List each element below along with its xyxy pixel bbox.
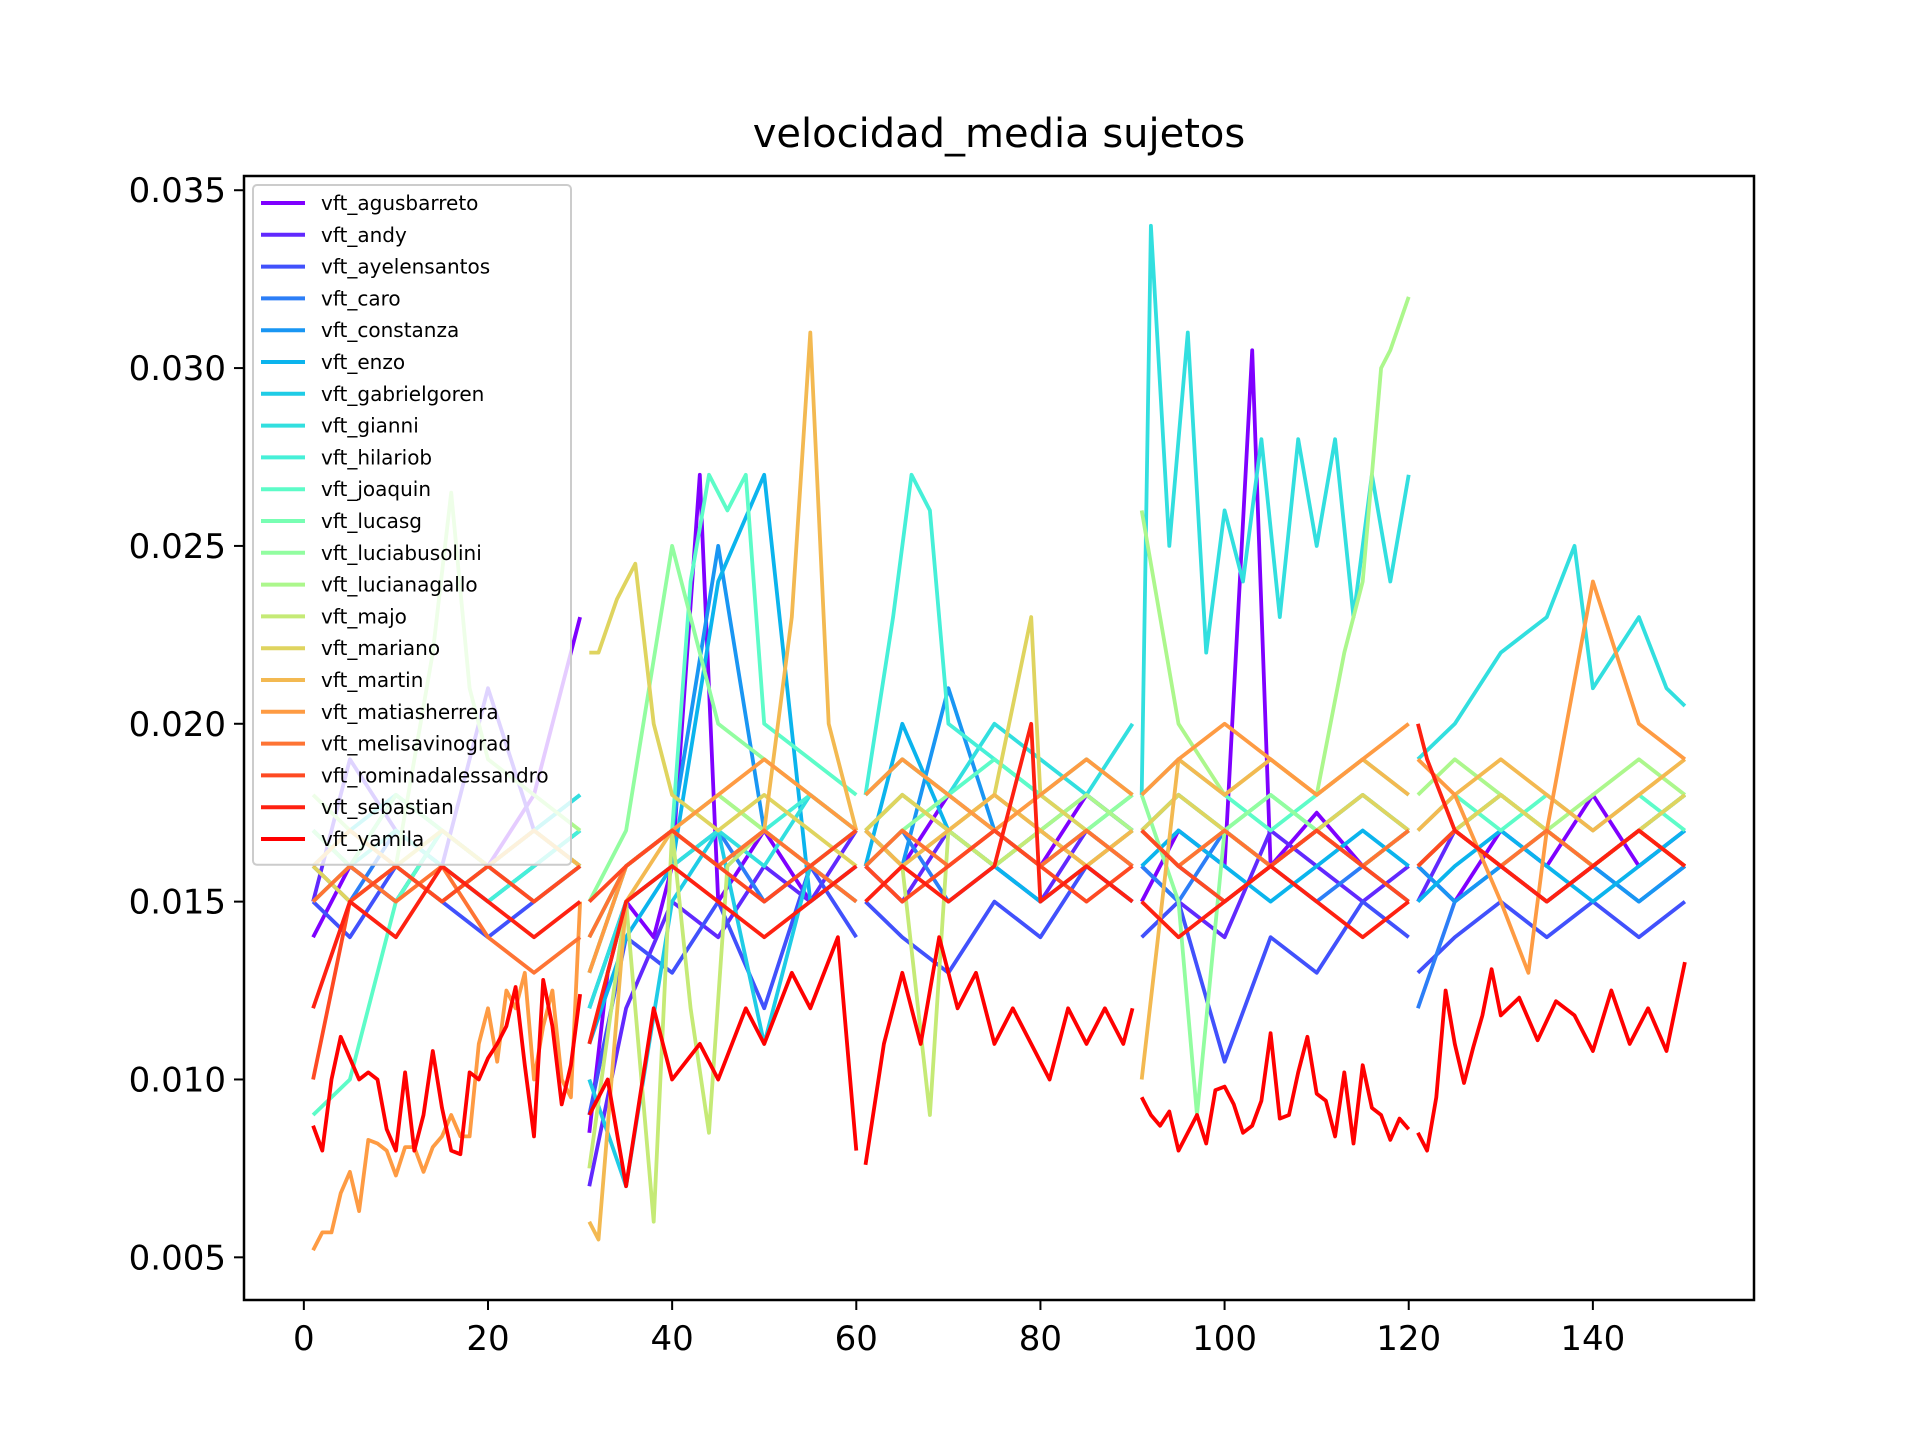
series-line-vft_mariano-seg3 — [1140, 793, 1410, 868]
x-tick-label: 20 — [466, 1319, 509, 1359]
series-line-vft_ayelensantos-seg0 — [311, 864, 582, 940]
legend-label: vft_constanza — [321, 318, 459, 342]
y-tick-label: 0.035 — [129, 171, 226, 211]
series-line-vft_yamila-seg1 — [587, 935, 859, 1189]
plot-frame — [242, 174, 1756, 1302]
legend-label: vft_rominadalessandro — [321, 763, 549, 787]
series-line-vft_constanza-seg3 — [1140, 828, 1410, 904]
series-line-vft_gabrielgoren-seg1 — [587, 828, 858, 1189]
series-line-vft_gianni-seg4 — [1416, 544, 1687, 761]
series-line-vft_sebastian-seg2 — [864, 721, 1134, 904]
x-tick-label: 140 — [1560, 1319, 1625, 1359]
series-line-vft_enzo-seg3 — [1140, 828, 1410, 904]
series-line-vft_caro-seg3 — [1140, 828, 1410, 904]
legend-label: vft_enzo — [321, 350, 405, 374]
series-line-vft_rominadalessandro-seg2 — [864, 828, 1134, 904]
y-tick-label: 0.030 — [129, 349, 226, 389]
y-tick-label: 0.015 — [129, 883, 226, 923]
series-line-vft_andy-seg1 — [587, 829, 858, 1187]
legend-label: vft_joaquin — [321, 477, 431, 501]
x-tick-label: 120 — [1376, 1319, 1441, 1359]
series-line-vft_yamila-seg2 — [863, 935, 1135, 1166]
legend-label: vft_gianni — [321, 414, 419, 438]
legend-label: vft_mariano — [321, 636, 440, 660]
x-tick-label: 60 — [835, 1319, 878, 1359]
series-line-vft_sebastian-seg0 — [311, 864, 582, 1009]
axes: 0 20 40 60 80 100 120 140 0.005 0.010 0.015 0.020 0.… — [129, 171, 1756, 1359]
series-line-vft_lucasg-seg3 — [1140, 793, 1410, 868]
legend-label: vft_luciabusolini — [321, 541, 482, 565]
legend-label: vft_martin — [321, 668, 423, 692]
series-line-vft_matiasherrera-seg4 — [1416, 579, 1687, 975]
series-line-vft_enzo-seg2 — [863, 721, 1134, 904]
series-line-vft_martin-seg4 — [1416, 757, 1687, 833]
series-line-vft_matiasherrera-seg0 — [311, 901, 582, 1252]
x-tick-label: 80 — [1019, 1319, 1062, 1359]
legend-label: vft_yamila — [321, 827, 424, 851]
y-tick-label: 0.010 — [129, 1060, 226, 1100]
series-line-vft_lucianagallo-seg4 — [1416, 757, 1687, 833]
x-tick-label: 40 — [651, 1319, 694, 1359]
series-line-vft_sebastian-seg1 — [587, 864, 858, 1045]
series-vft_sebastian — [311, 721, 1687, 1045]
y-tick-label: 0.005 — [129, 1238, 226, 1278]
x-tick-label: 100 — [1192, 1319, 1257, 1359]
series-line-vft_martin-seg1 — [587, 330, 859, 1242]
series-line-vft_yamila-seg0 — [311, 978, 582, 1157]
legend: vft_agusbarreto vft_andy vft_ayelensantosv… — [252, 184, 572, 866]
series-line-vft_rominadalessandro-seg3 — [1140, 828, 1410, 904]
series-vft_yamila — [311, 935, 1687, 1189]
legend-label: vft_andy — [321, 223, 407, 247]
series-line-vft_sebastian-seg4 — [1416, 723, 1687, 904]
y-tick-label: 0.020 — [129, 705, 226, 745]
series-line-vft_melisavinograd-seg0 — [311, 864, 582, 975]
series-line-vft_ayelensantos-seg4 — [1416, 899, 1687, 975]
series-line-vft_gabrielgoren-seg3 — [1140, 793, 1410, 868]
legend-label: vft_melisavinograd — [321, 732, 511, 756]
series-line-vft_rominadalessandro-seg1 — [587, 828, 858, 904]
series-line-vft_agusbarreto-seg3 — [1140, 348, 1410, 903]
series-line-vft_yamila-seg3 — [1140, 1031, 1411, 1153]
legend-label: vft_lucianagallo — [321, 573, 478, 597]
legend-label: vft_matiasherrera — [321, 700, 499, 724]
legend-label: vft_gabrielgoren — [321, 382, 484, 406]
legend-label: vft_agusbarreto — [321, 191, 478, 215]
series-line-vft_majo-seg2 — [864, 828, 1134, 1117]
y-tick-label: 0.025 — [129, 527, 226, 567]
series-line-vft_hilariob-seg3 — [1140, 793, 1410, 868]
series-line-vft_caro-seg4 — [1416, 864, 1687, 1009]
legend-box — [252, 184, 572, 866]
legend-label: vft_sebastian — [321, 795, 454, 819]
series-line-vft_sebastian-seg3 — [1140, 864, 1410, 940]
series-line-vft_yamila-seg4 — [1416, 961, 1687, 1153]
chart-title: velocidad_media sujetos — [753, 111, 1245, 157]
series-line-vft_mariano-seg1 — [589, 561, 858, 868]
legend-label: vft_caro — [321, 286, 401, 310]
legend-label: vft_ayelensantos — [321, 255, 490, 279]
series-line-vft_gianni-seg3 — [1139, 223, 1411, 795]
series-line-vft_lucianagallo-seg3 — [1139, 296, 1411, 797]
legend-label: vft_hilariob — [321, 445, 432, 469]
series-line-vft_matiasherrera-seg3 — [1140, 721, 1410, 797]
x-tick-label: 0 — [293, 1319, 315, 1359]
legend-label: vft_lucasg — [321, 509, 422, 533]
legend-label: vft_majo — [321, 604, 407, 628]
series-line-vft_joaquin-seg3 — [1140, 757, 1410, 833]
series-line-vft_enzo-seg4 — [1416, 828, 1687, 904]
series-line-vft_mariano-seg2 — [864, 615, 1134, 868]
